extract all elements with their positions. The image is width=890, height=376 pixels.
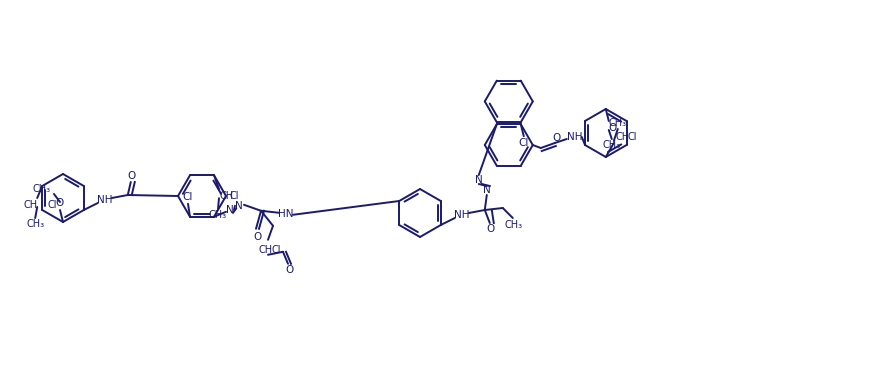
- Text: CH₃: CH₃: [603, 140, 621, 150]
- Text: O: O: [553, 133, 561, 143]
- Text: Cl: Cl: [627, 132, 637, 142]
- Text: CH: CH: [616, 132, 630, 142]
- Text: N: N: [235, 201, 243, 211]
- Text: Cl: Cl: [47, 200, 57, 210]
- Text: N: N: [226, 205, 234, 215]
- Text: NH: NH: [567, 132, 583, 142]
- Text: CH: CH: [23, 200, 37, 210]
- Text: O: O: [285, 265, 293, 275]
- Text: N: N: [475, 175, 482, 185]
- Text: CH₃: CH₃: [33, 184, 51, 194]
- Text: CH₃: CH₃: [209, 210, 227, 220]
- Text: CH₃: CH₃: [505, 220, 522, 230]
- Text: Cl: Cl: [182, 192, 193, 202]
- Text: Cl: Cl: [519, 138, 529, 148]
- Text: CH: CH: [259, 245, 273, 255]
- Text: CH₃: CH₃: [609, 118, 627, 128]
- Text: O: O: [127, 171, 136, 181]
- Text: Cl: Cl: [271, 245, 280, 255]
- Text: N: N: [483, 185, 490, 195]
- Text: O: O: [487, 224, 495, 234]
- Text: HN: HN: [279, 209, 294, 219]
- Text: CH: CH: [219, 191, 233, 201]
- Text: NH: NH: [97, 195, 112, 205]
- Text: NH: NH: [454, 210, 470, 220]
- Text: O: O: [253, 232, 261, 242]
- Text: O: O: [56, 198, 64, 208]
- Text: O: O: [609, 123, 617, 133]
- Text: CH₃: CH₃: [26, 219, 44, 229]
- Text: Cl: Cl: [229, 191, 239, 201]
